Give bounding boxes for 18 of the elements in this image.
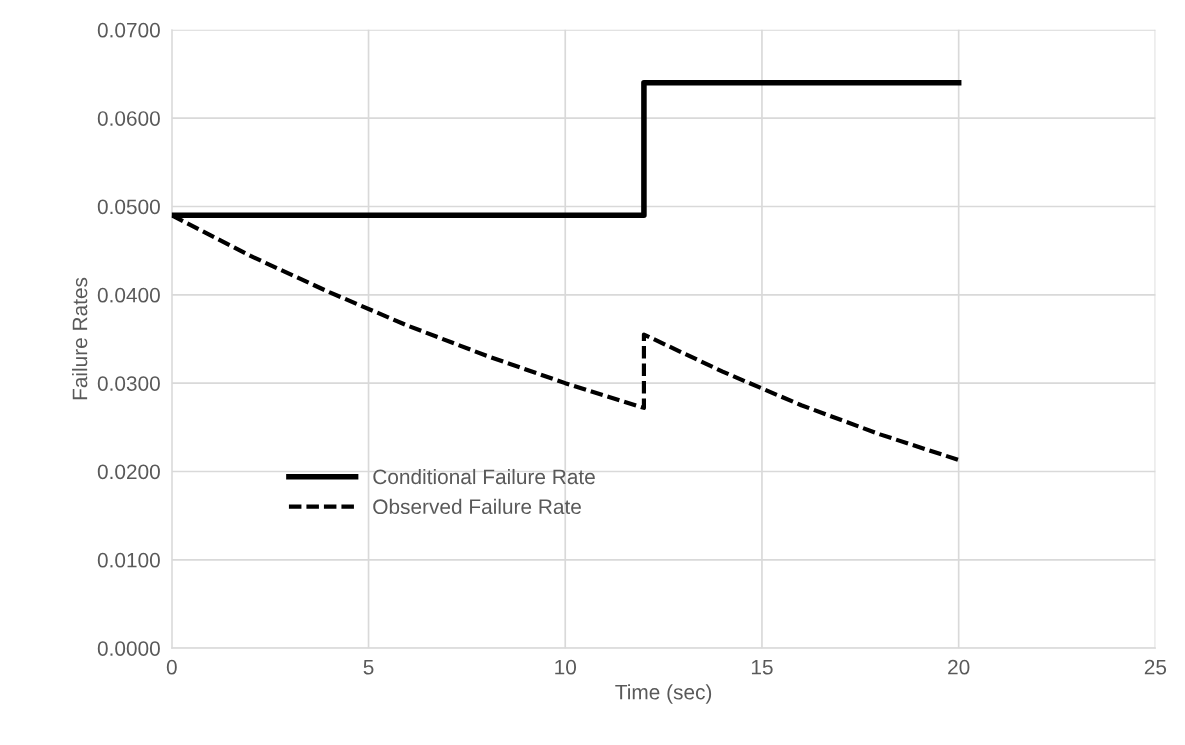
x-axis-title: Time (sec) (615, 684, 712, 704)
x-tick-label: 0 (166, 659, 177, 675)
x-tick-label: 20 (948, 659, 970, 675)
y-tick-label: 0.0100 (97, 552, 160, 568)
x-tick-label: 10 (555, 659, 577, 675)
y-tick-label: 0.0600 (97, 111, 160, 126)
x-tick-label: 5 (363, 660, 374, 675)
y-tick-label: 0.0500 (97, 199, 160, 215)
y-tick-label: 0.0700 (97, 22, 160, 38)
y-tick-label: 0.0400 (97, 287, 160, 303)
y-tick-label: 0.0300 (97, 376, 160, 391)
y-tick-label: 0.0200 (97, 464, 160, 480)
legend-label: Observed Failure Rate (373, 498, 581, 515)
y-axis-title: Failure Rates (72, 277, 88, 400)
x-tick-label: 25 (1144, 659, 1167, 675)
x-tick-label: 15 (751, 660, 773, 675)
y-tick-label: 0.0000 (97, 641, 160, 656)
legend-label: Conditional Failure Rate (373, 468, 595, 485)
